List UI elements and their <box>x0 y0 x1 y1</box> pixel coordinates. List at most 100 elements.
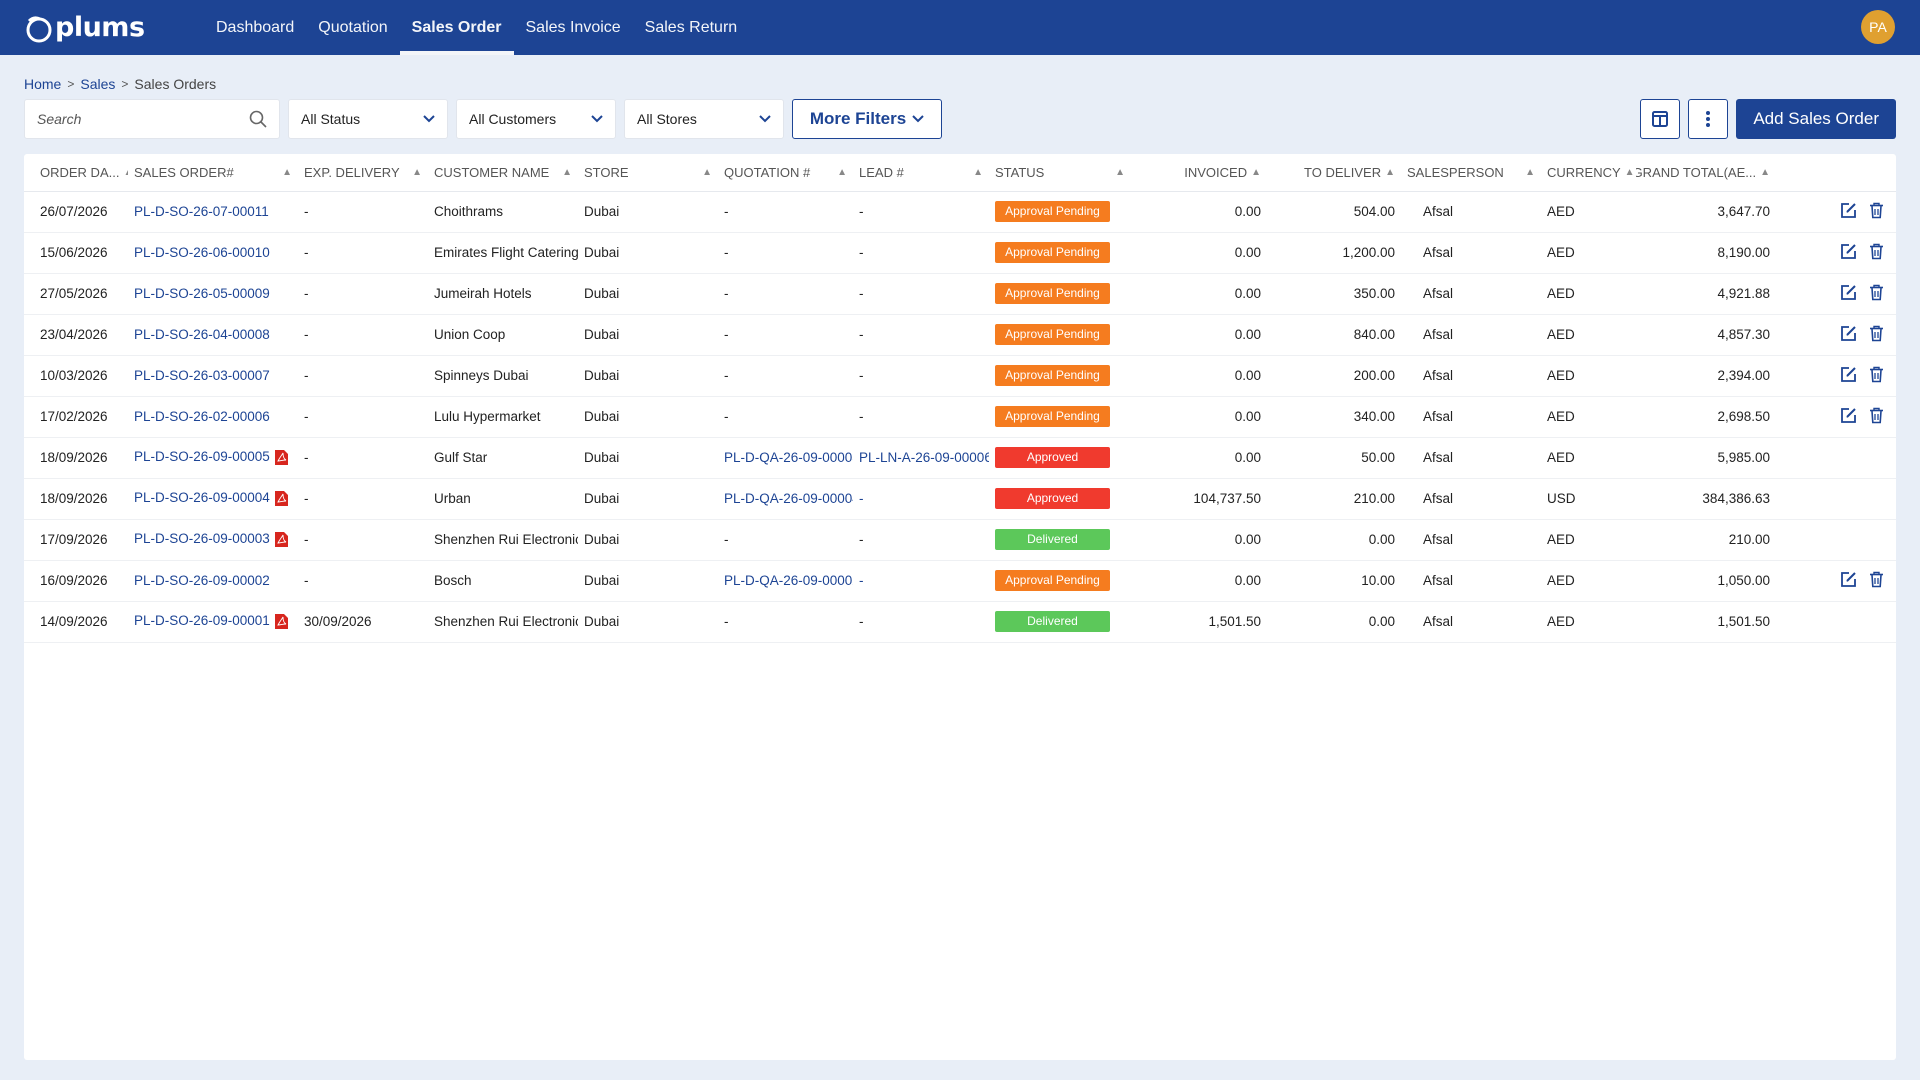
pdf-icon[interactable] <box>274 613 289 630</box>
nav-sales-invoice[interactable]: Sales Invoice <box>525 18 621 36</box>
delete-icon[interactable] <box>1869 571 1884 591</box>
delete-icon[interactable] <box>1869 202 1884 222</box>
invoiced-cell: 1,501.50 <box>1131 601 1267 643</box>
quotation-link: - <box>724 245 729 260</box>
table-row[interactable]: 23/04/2026 PL-D-SO-26-04-00008- Union Coop… <box>24 314 1896 356</box>
col-status[interactable]: STATUS ▲ <box>989 154 1131 192</box>
sales-order-link[interactable]: PL-D-SO-26-07-00011 <box>134 204 269 219</box>
pdf-icon[interactable] <box>274 449 289 466</box>
user-avatar[interactable]: PA <box>1861 10 1895 44</box>
status-select[interactable]: All Status <box>288 99 448 139</box>
col-invoiced[interactable]: INVOICED ▲ <box>1131 154 1267 192</box>
more-vertical-icon <box>1706 111 1711 127</box>
col-sales-order[interactable]: SALES ORDER# ▲ <box>128 154 298 192</box>
sales-order-link[interactable]: PL-D-SO-26-03-00007 <box>134 368 270 383</box>
sales-order-link[interactable]: PL-D-SO-26-02-00006 <box>134 409 270 424</box>
col-store[interactable]: STORE ▲ <box>578 154 718 192</box>
sales-order-link[interactable]: PL-D-SO-26-09-00005 <box>134 449 270 465</box>
table-row[interactable]: 26/07/2026 PL-D-SO-26-07-00011- Choithrams… <box>24 191 1896 233</box>
sort-icon[interactable]: ▲ <box>562 166 572 178</box>
quotation-link: - <box>724 614 729 629</box>
sales-order-link[interactable]: PL-D-SO-26-04-00008 <box>134 327 270 342</box>
columns-button[interactable] <box>1640 99 1681 139</box>
table-row[interactable]: 16/09/2026 PL-D-SO-26-09-00002- Bosch Dubai… <box>24 560 1896 602</box>
grand-total-cell: 2,698.50 <box>1636 396 1776 438</box>
lead-link[interactable]: - <box>859 491 864 506</box>
sales-order-link[interactable]: PL-D-SO-26-09-00001 <box>134 613 270 629</box>
delete-icon[interactable] <box>1869 284 1884 304</box>
delete-icon[interactable] <box>1869 325 1884 345</box>
add-sales-order-button[interactable]: Add Sales Order <box>1736 99 1896 139</box>
table-row[interactable]: 17/02/2026 PL-D-SO-26-02-00006- Lulu Hyper… <box>24 396 1896 438</box>
delete-icon[interactable] <box>1869 243 1884 263</box>
sort-icon[interactable]: ▲ <box>282 166 292 178</box>
quotation-link[interactable]: PL-D-QA-26-09-00004 <box>724 491 853 506</box>
table-row[interactable]: 10/03/2026 PL-D-SO-26-03-00007- Spinneys D… <box>24 355 1896 397</box>
col-salesperson[interactable]: SALESPERSON ▲ <box>1401 154 1541 192</box>
plums-logo[interactable]: plums <box>24 12 184 43</box>
status-cell: Approved <box>989 437 1131 479</box>
quotation-link: - <box>724 409 729 424</box>
grand-total-cell: 384,386.63 <box>1636 478 1776 520</box>
table-row[interactable]: 18/09/2026 PL-D-SO-26-09-00004- Urban Dubai… <box>24 478 1896 520</box>
sort-icon[interactable]: ▲ <box>837 166 847 178</box>
lead-link[interactable]: - <box>859 573 864 588</box>
quotation-link[interactable]: PL-D-QA-26-09-00002 <box>724 573 853 588</box>
nav-sales-order[interactable]: Sales Order <box>399 0 514 55</box>
sort-icon[interactable]: ▲ <box>1251 166 1261 178</box>
col-order-date[interactable]: ORDER DA...▲ <box>24 154 128 192</box>
edit-icon[interactable] <box>1840 571 1857 591</box>
sort-icon[interactable]: ▲ <box>123 167 128 178</box>
stores-select[interactable]: All Stores <box>624 99 784 139</box>
edit-icon[interactable] <box>1840 366 1857 386</box>
sales-order-link[interactable]: PL-D-SO-26-06-00010 <box>134 245 270 260</box>
table-row[interactable]: 27/05/2026 PL-D-SO-26-05-00009- Jumeirah H… <box>24 273 1896 315</box>
edit-icon[interactable] <box>1840 407 1857 427</box>
sort-icon[interactable]: ▲ <box>1624 166 1635 178</box>
chevron-down-icon <box>591 115 603 123</box>
sort-icon[interactable]: ▲ <box>1385 166 1395 178</box>
col-lead[interactable]: LEAD # ▲ <box>853 154 989 192</box>
lead-cell: - <box>853 396 989 438</box>
sort-icon[interactable]: ▲ <box>1525 166 1535 178</box>
sales-order-link[interactable]: PL-D-SO-26-09-00003 <box>134 531 270 547</box>
nav-dashboard[interactable]: Dashboard <box>216 18 295 36</box>
lead-link[interactable]: PL-LN-A-26-09-00006 <box>859 450 989 465</box>
sales-order-link[interactable]: PL-D-SO-26-09-00004 <box>134 490 270 506</box>
col-customer-name[interactable]: CUSTOMER NAME ▲ <box>428 154 578 192</box>
sort-icon[interactable]: ▲ <box>412 166 422 178</box>
sales-order-link[interactable]: PL-D-SO-26-05-00009 <box>134 286 270 301</box>
edit-icon[interactable] <box>1840 202 1857 222</box>
edit-icon[interactable] <box>1840 325 1857 345</box>
breadcrumb-sales[interactable]: Sales <box>80 76 116 92</box>
nav-quotation[interactable]: Quotation <box>318 18 388 36</box>
customers-select[interactable]: All Customers <box>456 99 616 139</box>
col-quotation[interactable]: QUOTATION # ▲ <box>718 154 853 192</box>
sort-icon[interactable]: ▲ <box>1760 166 1770 178</box>
search-input[interactable] <box>37 111 249 127</box>
delete-icon[interactable] <box>1869 407 1884 427</box>
col-currency[interactable]: CURRENCY ▲ <box>1541 154 1636 192</box>
pdf-icon[interactable] <box>274 490 289 507</box>
search-icon[interactable] <box>249 110 267 128</box>
breadcrumb-home[interactable]: Home <box>24 76 62 92</box>
table-row[interactable]: 14/09/2026 PL-D-SO-26-09-00001 30/09/2026 S… <box>24 601 1896 643</box>
delete-icon[interactable] <box>1869 366 1884 386</box>
edit-icon[interactable] <box>1840 284 1857 304</box>
table-row[interactable]: 15/06/2026 PL-D-SO-26-06-00010- Emirates F… <box>24 232 1896 274</box>
sort-icon[interactable]: ▲ <box>973 166 983 178</box>
more-filters-button[interactable]: More Filters <box>792 99 942 139</box>
table-row[interactable]: 18/09/2026 PL-D-SO-26-09-00005 - Gulf Star D… <box>24 437 1896 479</box>
quotation-link[interactable]: PL-D-QA-26-09-00005 <box>724 450 853 465</box>
more-options-button[interactable] <box>1688 99 1729 139</box>
nav-sales-return[interactable]: Sales Return <box>644 18 738 36</box>
sales-order-link[interactable]: PL-D-SO-26-09-00002 <box>134 573 270 588</box>
pdf-icon[interactable] <box>274 531 289 548</box>
col-grand-total[interactable]: GRAND TOTAL(AE... ▲ <box>1636 154 1776 192</box>
sort-icon[interactable]: ▲ <box>702 166 712 178</box>
col-to-deliver[interactable]: TO DELIVER ▲ <box>1267 154 1401 192</box>
sort-icon[interactable]: ▲ <box>1115 166 1125 178</box>
col-exp-delivery[interactable]: EXP. DELIVERY ▲ <box>298 154 428 192</box>
table-row[interactable]: 17/09/2026 PL-D-SO-26-09-00003- Shenzhen R… <box>24 519 1896 561</box>
edit-icon[interactable] <box>1840 243 1857 263</box>
